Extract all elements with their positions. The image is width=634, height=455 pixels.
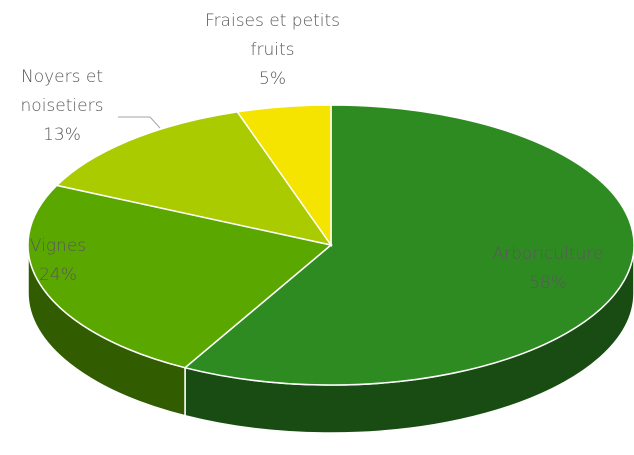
slice [27,184,333,369]
slice [183,104,634,386]
value-label: 5% [259,69,286,89]
category-label: Fraises et petits fruits [205,11,340,60]
slice [236,104,332,248]
value-label: 58% [529,273,567,293]
data-label: Noyers et noisetiers 13% [2,63,122,150]
value-label: 13% [43,125,81,145]
data-label: Arboriculture 58% [468,240,628,298]
value-label: 24% [39,265,77,285]
data-label: Vignes 24% [8,232,108,290]
data-label: Fraises et petits fruits 5% [200,7,345,94]
category-label: Vignes [29,236,87,256]
slice [55,111,333,247]
category-label: Arboriculture [492,244,604,264]
leader-line [149,116,161,129]
category-label: Noyers et noisetiers [20,67,104,116]
